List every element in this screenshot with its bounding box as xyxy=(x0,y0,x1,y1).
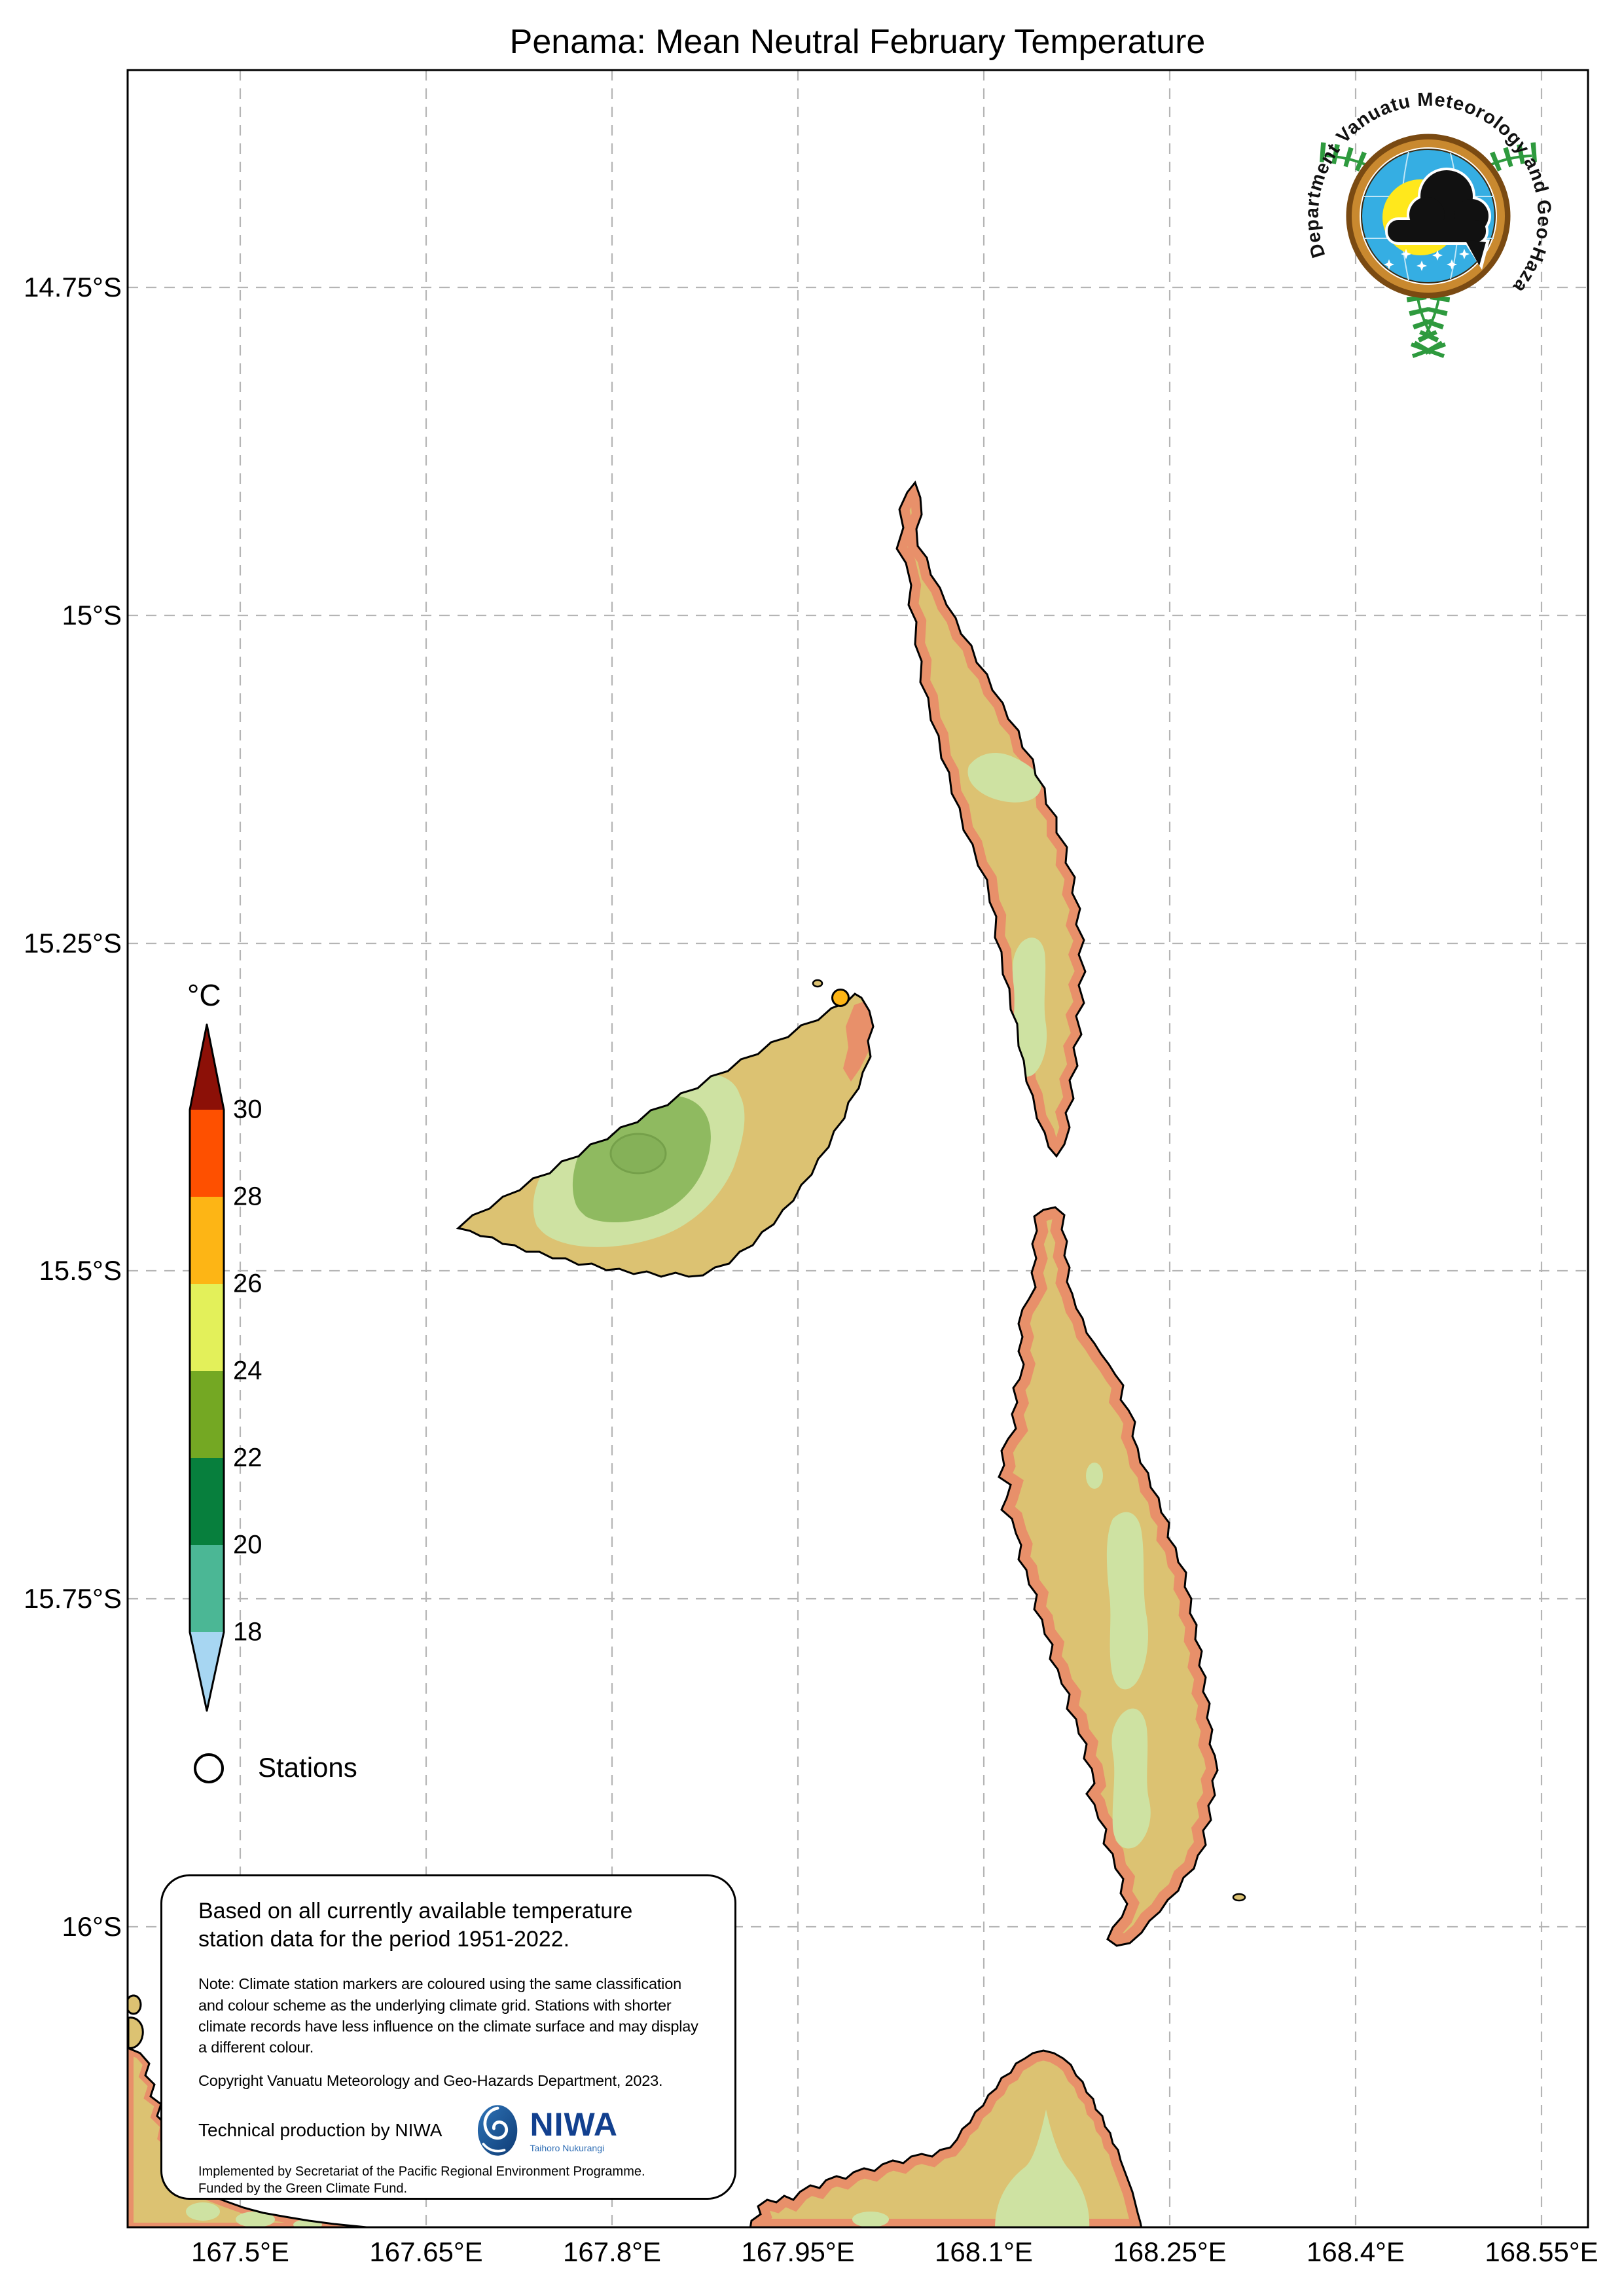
niwa-subtitle: Taihoro Nukurangi xyxy=(530,2143,605,2154)
lat-label-14-75s: 14.75°S xyxy=(24,272,122,302)
infobox-copyright: Copyright Vanuatu Meteorology and Geo-Ha… xyxy=(198,2072,663,2090)
colorbar-unit-label: °C xyxy=(187,978,221,1012)
lon-label-168-25e: 168.25°E xyxy=(1113,2236,1227,2267)
ambae-island xyxy=(457,993,875,1278)
colorbar-tick-30: 30 xyxy=(233,1095,262,1124)
infobox-production-row: Technical production by NIWA NIWA Taihor… xyxy=(198,2102,703,2159)
badge-stars xyxy=(1384,249,1470,271)
lon-label-167-95e: 167.95°E xyxy=(741,2236,855,2267)
colorbar-tick-18: 18 xyxy=(233,1617,262,1647)
station-marker xyxy=(831,989,850,1007)
lon-label-167-5e: 167.5°E xyxy=(191,2236,289,2267)
map-frame xyxy=(126,69,1589,2229)
lon-label-168-1e: 168.1°E xyxy=(935,2236,1033,2267)
infobox-production: Technical production by NIWA xyxy=(198,2120,442,2141)
lat-label-15-75s: 15.75°S xyxy=(24,1583,122,1614)
lon-label-167-65e: 167.65°E xyxy=(369,2236,483,2267)
infobox: Based on all currently available tempera… xyxy=(160,1874,736,2200)
lon-label-168-4e: 168.4°E xyxy=(1307,2236,1405,2267)
station-legend-marker-icon xyxy=(194,1753,224,1783)
lon-label-168-55e: 168.55°E xyxy=(1485,2236,1598,2267)
lat-label-15s: 15°S xyxy=(62,600,122,630)
colorbar-tick-20: 20 xyxy=(233,1530,262,1559)
cloud-icon xyxy=(1385,168,1491,270)
infobox-implemented: Implemented by Secretariat of the Pacifi… xyxy=(198,2164,645,2179)
infobox-note: Note: Climate station markers are colour… xyxy=(198,1975,698,2056)
colorbar-tick-26: 26 xyxy=(233,1269,262,1298)
colorbar-tick-28: 28 xyxy=(233,1182,262,1211)
colorbar xyxy=(189,1023,225,1712)
stations-legend-label: Stations xyxy=(258,1752,357,1783)
lat-label-16s: 16°S xyxy=(62,1911,122,1942)
badge-inner-ring xyxy=(1352,139,1505,293)
lat-label-15-5s: 15.5°S xyxy=(39,1255,122,1286)
santo-coast-fragment xyxy=(128,1994,381,2227)
infobox-heading: Based on all currently available tempera… xyxy=(198,1899,633,1952)
lon-label-167-8e: 167.8°E xyxy=(563,2236,661,2267)
agency-logo: Department Vanuatu Meteorology and Geo-H… xyxy=(1302,89,1554,358)
niwa-logo: NIWA Taihoro Nukurangi xyxy=(477,2104,618,2157)
page-title: Penama: Mean Neutral February Temperatur… xyxy=(509,23,1206,61)
islet-near-ambae xyxy=(812,979,823,988)
niwa-swirl-icon xyxy=(478,2105,518,2156)
infobox-funded: Funded by the Green Climate Fund. xyxy=(198,2181,408,2196)
ambrym-coast-fragment xyxy=(749,2049,1143,2227)
colorbar-tick-24: 24 xyxy=(233,1356,262,1385)
lat-label-15-25s: 15.25°S xyxy=(24,928,122,958)
niwa-name: NIWA xyxy=(530,2106,619,2143)
colorbar-tick-22: 22 xyxy=(233,1443,262,1472)
stations-legend xyxy=(194,1753,224,1783)
pentecost-island xyxy=(998,1206,1219,1947)
islet-near-pentecost xyxy=(1232,1893,1246,1902)
maewo-island xyxy=(895,481,1087,1157)
